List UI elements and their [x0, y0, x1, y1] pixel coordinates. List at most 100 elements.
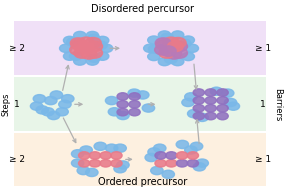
Circle shape: [60, 44, 72, 52]
Circle shape: [217, 112, 228, 120]
Circle shape: [182, 36, 194, 44]
Circle shape: [86, 168, 98, 177]
Circle shape: [72, 150, 84, 158]
Circle shape: [71, 40, 87, 50]
Circle shape: [187, 160, 199, 167]
Circle shape: [176, 140, 189, 149]
Text: ≥ 1: ≥ 1: [255, 44, 271, 53]
Circle shape: [185, 93, 197, 101]
Circle shape: [81, 49, 97, 59]
Circle shape: [155, 152, 166, 159]
Circle shape: [166, 49, 182, 59]
Circle shape: [88, 54, 100, 62]
Circle shape: [182, 98, 194, 107]
Circle shape: [188, 110, 200, 118]
Circle shape: [129, 101, 140, 108]
Text: 1: 1: [260, 100, 266, 109]
Circle shape: [151, 167, 163, 175]
Circle shape: [167, 41, 183, 52]
Circle shape: [148, 148, 160, 156]
FancyBboxPatch shape: [14, 21, 266, 75]
Circle shape: [186, 44, 199, 52]
Circle shape: [161, 33, 174, 42]
Circle shape: [176, 152, 188, 159]
Circle shape: [96, 52, 109, 60]
Circle shape: [217, 105, 228, 112]
Circle shape: [182, 52, 194, 61]
Text: Barriers: Barriers: [273, 88, 282, 121]
Circle shape: [89, 160, 101, 167]
Circle shape: [86, 31, 99, 40]
Circle shape: [89, 152, 101, 159]
Circle shape: [94, 142, 107, 150]
Circle shape: [158, 57, 171, 66]
Circle shape: [155, 38, 171, 48]
Circle shape: [193, 89, 204, 96]
Circle shape: [128, 89, 141, 97]
Circle shape: [224, 98, 237, 107]
Circle shape: [137, 91, 149, 99]
Circle shape: [62, 95, 74, 103]
Circle shape: [166, 160, 177, 167]
Circle shape: [193, 163, 205, 171]
Circle shape: [117, 101, 128, 108]
Circle shape: [196, 113, 208, 122]
Circle shape: [205, 97, 216, 104]
Circle shape: [111, 160, 122, 167]
Circle shape: [42, 108, 54, 116]
Circle shape: [74, 48, 90, 58]
Text: Steps: Steps: [2, 93, 11, 116]
Circle shape: [50, 91, 63, 99]
Circle shape: [64, 36, 76, 44]
Circle shape: [148, 45, 161, 53]
Circle shape: [96, 36, 109, 44]
Circle shape: [187, 152, 199, 159]
Circle shape: [166, 152, 177, 159]
Circle shape: [155, 160, 166, 167]
Circle shape: [87, 34, 100, 42]
Circle shape: [159, 48, 175, 58]
FancyBboxPatch shape: [14, 133, 266, 186]
Circle shape: [70, 38, 86, 48]
Circle shape: [114, 144, 126, 152]
Circle shape: [86, 57, 99, 65]
Circle shape: [85, 37, 101, 48]
Circle shape: [105, 96, 118, 105]
Circle shape: [158, 31, 171, 39]
Circle shape: [170, 37, 186, 48]
Text: ≥ 2: ≥ 2: [9, 155, 25, 164]
Text: ≥ 1: ≥ 1: [255, 155, 271, 164]
Circle shape: [156, 40, 172, 50]
Circle shape: [155, 45, 170, 55]
Circle shape: [87, 41, 103, 52]
Circle shape: [193, 112, 204, 120]
Circle shape: [67, 38, 79, 46]
Circle shape: [100, 152, 111, 159]
Circle shape: [227, 102, 240, 110]
Circle shape: [193, 105, 204, 112]
Circle shape: [172, 41, 188, 52]
Circle shape: [78, 43, 94, 53]
Circle shape: [221, 89, 234, 97]
Circle shape: [163, 37, 179, 48]
Circle shape: [36, 106, 48, 114]
Circle shape: [205, 89, 216, 96]
Circle shape: [100, 160, 111, 167]
Circle shape: [72, 159, 84, 167]
Circle shape: [129, 93, 140, 100]
Circle shape: [205, 112, 216, 120]
Circle shape: [78, 152, 90, 159]
Circle shape: [105, 144, 118, 152]
Circle shape: [70, 52, 82, 60]
Circle shape: [117, 93, 128, 100]
Circle shape: [185, 146, 197, 154]
Circle shape: [111, 152, 122, 159]
Text: ≥ 2: ≥ 2: [9, 44, 25, 53]
Circle shape: [217, 97, 228, 104]
Circle shape: [44, 96, 57, 105]
Circle shape: [162, 170, 174, 178]
Circle shape: [117, 111, 129, 120]
Circle shape: [33, 95, 46, 103]
Text: 1: 1: [14, 100, 20, 109]
Circle shape: [64, 52, 76, 60]
